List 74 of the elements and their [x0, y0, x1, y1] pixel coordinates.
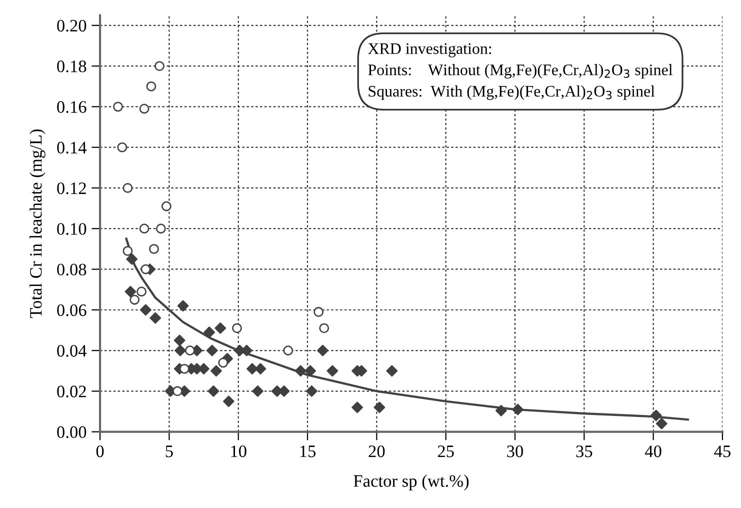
point: [214, 322, 226, 334]
point: [136, 286, 147, 297]
point: [179, 364, 190, 374]
y-tick-label: 0.06: [57, 304, 86, 316]
point: [122, 246, 133, 256]
point: [512, 404, 524, 416]
y-tick-label: 0.00: [57, 426, 86, 438]
point: [174, 334, 186, 346]
point: [204, 326, 216, 338]
x-tick-label: 45: [714, 446, 730, 458]
x-tick-label: 35: [576, 446, 592, 458]
x-tick-label: 15: [300, 446, 316, 458]
x-tick-label: 0: [96, 445, 104, 458]
y-tick-label: 0.14: [57, 142, 87, 154]
point: [124, 286, 136, 298]
point: [254, 363, 266, 375]
point: [294, 365, 306, 377]
point: [130, 294, 140, 305]
y-tick-label: 0.08: [57, 264, 86, 276]
point: [113, 102, 123, 112]
point: [306, 385, 318, 397]
point: [319, 323, 330, 334]
y-tick-label: 0.20: [57, 20, 86, 32]
point: [495, 404, 507, 416]
x-tick-label: 5: [166, 446, 173, 458]
text: XRD investigation: Points: Without (Mg,Fe)(Fe,Cr,Al)$_{2}$O$_{3}$ spinel Squares: With (Mg,Fe)(Fe,Cr,Al)$_{2}$O$_{3}$ spinel: [368, 43, 672, 100]
y-tick-label: 0.12: [57, 182, 86, 194]
point: [140, 264, 151, 274]
point: [149, 244, 159, 254]
x-tick-label: 20: [368, 445, 385, 458]
point: [146, 81, 156, 92]
point: [314, 306, 324, 317]
point: [206, 344, 218, 356]
point: [161, 201, 172, 212]
point: [174, 344, 186, 356]
point: [184, 346, 195, 356]
point: [218, 358, 228, 368]
x-tick-label: 30: [507, 445, 524, 458]
y-axis-title: Total Cr in leachate (mg/L): [30, 129, 46, 318]
point: [252, 385, 264, 397]
point: [150, 312, 162, 324]
point: [208, 385, 220, 397]
y-tick-label: 0.18: [57, 60, 86, 72]
point: [154, 61, 164, 72]
y-tick-label: 0.02: [57, 386, 86, 398]
point: [122, 182, 133, 193]
point: [156, 224, 166, 234]
point: [326, 365, 338, 377]
point: [172, 386, 182, 396]
point: [222, 396, 234, 408]
point: [317, 344, 328, 356]
point: [140, 304, 152, 316]
point: [177, 300, 189, 312]
point: [650, 410, 662, 422]
x-tick-label: 10: [231, 445, 246, 458]
point: [117, 142, 128, 152]
point: [656, 418, 668, 430]
point: [352, 402, 364, 414]
point: [304, 365, 316, 377]
point: [232, 323, 242, 334]
y-tick-label: 0.10: [57, 223, 86, 235]
point: [126, 253, 138, 265]
x-tick-label: 25: [438, 446, 454, 458]
x-axis-title: Factor sp (wt.%): [354, 474, 469, 490]
point: [139, 224, 150, 234]
point: [283, 346, 294, 356]
point: [374, 402, 386, 414]
x-tick-label: 40: [644, 445, 662, 458]
point: [246, 363, 258, 375]
point: [386, 365, 398, 377]
y-tick-label: 0.16: [57, 101, 86, 113]
point: [210, 365, 222, 377]
point: [139, 104, 150, 114]
y-tick-label: 0.04: [57, 345, 87, 357]
